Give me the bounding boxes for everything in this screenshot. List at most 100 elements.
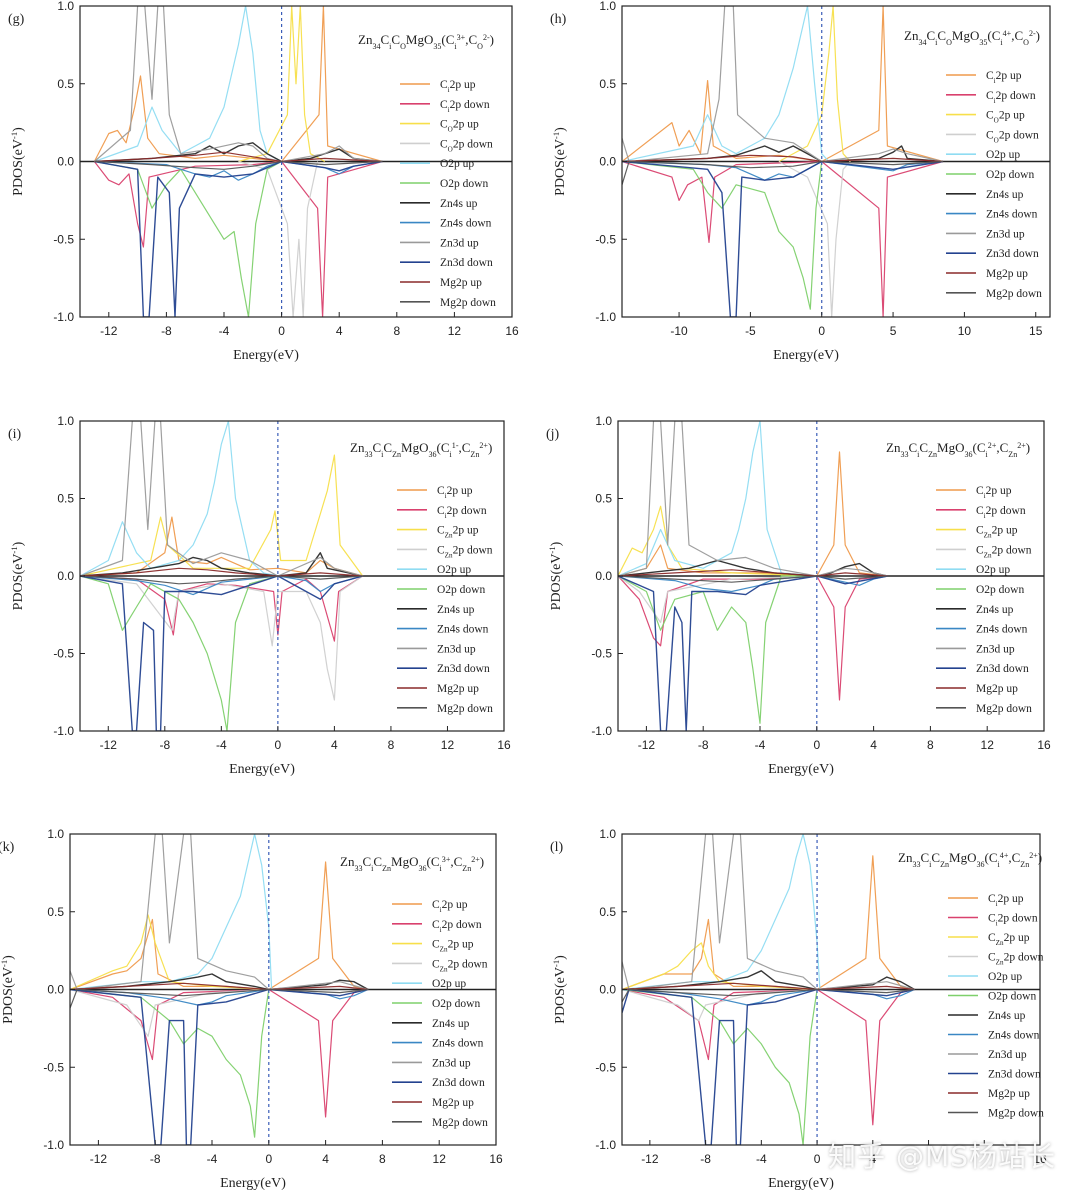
series-line-zn4s-down [70,988,369,1006]
y-tick-label: 0.0 [599,983,616,997]
series-line-zn3d-down [80,575,363,731]
chart-panel-l: -12 -8 -4 0 4 16 -1.0 -0.5 0.0 0.5 1.0 Energy(eV) PD… [550,827,1047,1191]
legend-label: O2p up [437,564,471,576]
chart-title: Zn33CiCZnMgO36(Ci3+,CZn2+) [340,854,484,873]
y-tick-label: 0.0 [57,155,74,169]
legend-label: CZn2p down [976,544,1032,559]
legend-label: Mg2p up [988,1088,1030,1100]
series-line-o2p-down [622,160,823,310]
y-tick-label: -1.0 [595,310,616,324]
y-tick-label: -0.5 [595,1060,616,1074]
x-axis-label: Energy(eV) [220,1176,286,1191]
legend: Ci2p up Ci2p down CZn2p up CZn2p down O2p up… [392,899,488,1129]
x-tick-label: 0 [814,1152,821,1166]
series-line-zn4s-down [622,988,915,1006]
y-tick-label: -1.0 [595,1138,616,1152]
watermark-text: 知乎 @MS杨站长 [828,1140,1056,1173]
series-line-c-i-2p-up [622,6,944,163]
legend-label: Mg2p up [437,683,479,695]
series-line-zn4s-up [70,973,369,991]
series-line-c-i-2p-down [618,575,888,701]
series-line-zn3d-up [618,421,888,577]
series-line-mg2p-down [70,988,369,1009]
x-tick-label: -8 [159,738,170,752]
series-line-c-x-2p-down [778,160,851,317]
series-line-zn3d-up [622,834,915,991]
x-tick-label: 12 [441,738,455,752]
legend-label: O2p up [976,564,1010,576]
legend-label: Zn4s up [976,604,1014,616]
series-line-c-x-2p-down [80,575,364,701]
x-tick-label: 0 [275,738,282,752]
legend-label: O2p up [988,971,1022,983]
legend-label: Zn4s down [437,624,489,636]
series-group [93,6,383,317]
y-tick-label: 0.0 [57,569,74,583]
x-tick-label: -10 [670,324,688,338]
legend-label: Mg2p up [976,683,1018,695]
series-line-mg2p-up [80,567,363,577]
series-group [70,834,369,1145]
legend-label: Ci2p up [440,79,476,94]
legend-label: Mg2p up [432,1097,474,1109]
x-tick-label: 12 [981,738,995,752]
x-tick-label: -12 [100,324,118,338]
x-tick-label: 16 [489,1152,503,1166]
series-line-c-i-2p-up [80,516,363,577]
series-line-zn4s-up [94,142,383,163]
legend-label: Zn3d down [437,663,490,675]
x-axis-label: Energy(eV) [768,1176,834,1191]
series-line-zn3d-down [622,988,915,1145]
chart-title: Zn33CiCZnMgO36(Ci4+,CZn2+) [898,850,1042,869]
legend-label: Ci2p up [432,899,468,914]
legend-label: Zn3d up [432,1057,471,1069]
y-tick-label: 1.0 [599,827,616,841]
x-tick-label: 16 [1033,1152,1047,1166]
y-tick-label: -1.0 [53,310,74,324]
legend-label: O2p down [976,584,1024,596]
chart-title: Zn34CiCOMgO35(Ci4+,CO2-) [904,28,1040,47]
legend-label: Zn4s up [986,189,1024,201]
series-line-mg2p-up [622,154,944,163]
series-line-mg2p-up [622,982,915,991]
x-tick-label: -12 [90,1152,108,1166]
y-axis-label: PDOS(eV-1) [0,955,16,1024]
y-tick-label: 0.5 [599,905,616,919]
x-tick-label: 0 [818,324,825,338]
series-line-mg2p-down [618,575,888,583]
legend-label: Zn3d up [440,237,479,249]
x-axis-label: Energy(eV) [229,762,295,777]
series-line-zn4s-up [622,145,944,163]
series-line-c-x-2p-down [622,988,818,1022]
y-tick-label: -1.0 [53,724,74,738]
legend-label: Ci2p up [437,485,473,500]
series-line-zn4s-down [80,575,363,596]
x-tick-label: -4 [755,738,766,752]
series-group [622,834,915,1145]
panel-letter: (i) [8,427,22,442]
series-line-zn3d-up [622,6,944,163]
series-line-c-x-2p-up [618,505,817,577]
series-line-mg2p-up [94,151,383,163]
series-line-zn3d-up [70,834,369,991]
x-tick-label: 8 [379,1152,386,1166]
legend-label: Zn3d up [988,1049,1027,1061]
legend-label: O2p up [432,978,466,990]
series-line-c-i-2p-down [80,575,364,642]
series-line-o2p-down [94,160,282,317]
y-tick-label: -0.5 [591,647,612,661]
series-line-zn4s-up [80,552,363,577]
legend-label: Zn4s down [986,209,1038,221]
x-tick-label: 12 [448,324,462,338]
series-line-o2p-up [622,6,830,163]
x-axis-label: Energy(eV) [773,348,839,363]
x-tick-label: -4 [216,738,227,752]
x-tick-label: 0 [278,324,285,338]
y-tick-label: 1.0 [47,827,64,841]
series-line-c-x-2p-up [80,454,364,577]
legend-label: O2p down [440,178,488,190]
y-tick-label: -0.5 [595,232,616,246]
legend-label: CZn2p up [988,932,1030,947]
x-tick-label: 8 [388,738,395,752]
legend-label: CO2p up [986,110,1025,125]
